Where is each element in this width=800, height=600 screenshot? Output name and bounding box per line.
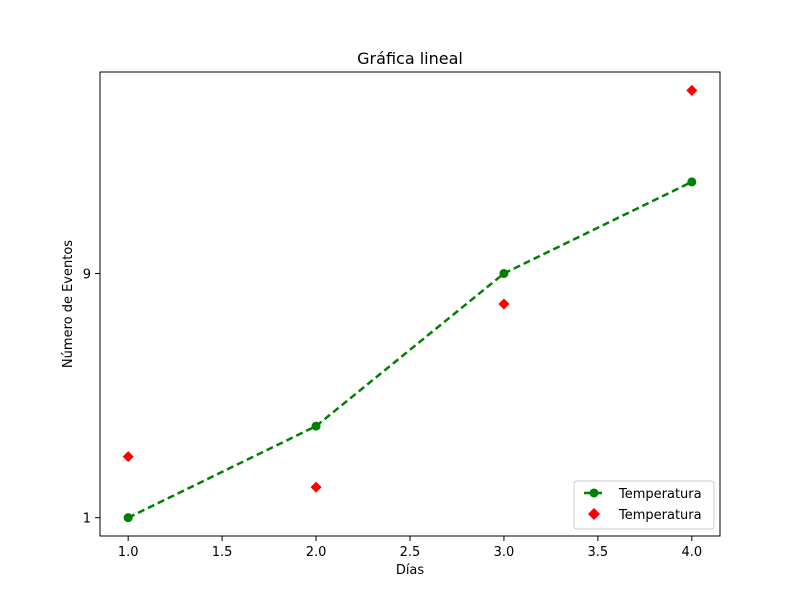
legend-box [573, 480, 715, 530]
data-point-circle [499, 268, 509, 278]
legend-swatch-circle [589, 488, 599, 498]
y-tick-label: 9 [83, 267, 91, 282]
data-point-diamond [122, 451, 134, 463]
x-tick-label: 2.0 [306, 545, 327, 560]
data-point-circle [123, 513, 133, 523]
data-point-circle [687, 177, 697, 187]
legend-label-0: Temperatura [618, 487, 702, 502]
chart-title: Gráfica lineal [357, 49, 463, 68]
legend: Temperatura Temperatura [573, 480, 715, 530]
axes-frame [99, 71, 721, 537]
plot-area [99, 71, 721, 537]
y-tick-label: 1 [83, 512, 91, 527]
x-tick-label: 1.0 [118, 545, 139, 560]
legend-swatch-diamond [588, 508, 600, 520]
y-axis-ticks: 19 [83, 267, 100, 527]
x-tick-label: 3.0 [494, 545, 515, 560]
y-axis-label: Número de Eventos [61, 240, 76, 368]
x-tick-label: 4.0 [681, 545, 702, 560]
data-point-diamond [498, 298, 510, 310]
x-axis-label: Días [396, 563, 425, 578]
x-tick-label: 2.5 [400, 545, 421, 560]
series-layer [122, 84, 698, 523]
x-tick-label: 3.5 [588, 545, 609, 560]
data-point-circle [311, 421, 321, 431]
x-tick-label: 1.5 [212, 545, 233, 560]
legend-label-1: Temperatura [618, 508, 702, 523]
x-axis-ticks: 1.0 1.5 2.0 2.5 3.0 3.5 4.0 [118, 536, 702, 560]
data-point-diamond [310, 481, 322, 493]
series-line-temperatura [127, 180, 693, 519]
data-point-diamond [686, 84, 698, 96]
